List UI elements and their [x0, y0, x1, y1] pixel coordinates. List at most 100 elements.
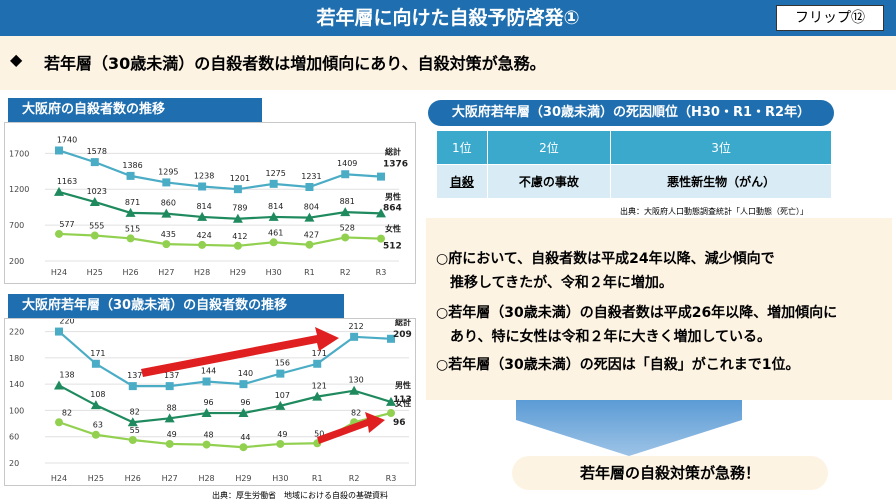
source-note-2: 出典：厚生労働省 地域における自殺の基礎資料 [212, 491, 388, 500]
data-label: 96 [203, 398, 213, 407]
data-point [269, 179, 278, 188]
data-label: 130 [348, 376, 363, 385]
table-row: 1位 2位 3位 [436, 130, 832, 165]
y-tick-label: 220 [9, 328, 24, 337]
data-point [377, 234, 385, 243]
y-tick-label: 700 [9, 221, 24, 230]
data-label: 137 [127, 371, 142, 380]
data-point [55, 418, 63, 427]
y-tick-label: 60 [9, 433, 19, 442]
data-point [90, 400, 101, 410]
data-point [233, 185, 242, 194]
data-label: 1295 [158, 167, 178, 176]
data-point [91, 430, 100, 439]
chart2-title: 大阪府若年層（30歳未満）の自殺者数の推移 [8, 294, 344, 318]
chart1-box: 1700 1200 700 200 H24 H25 H26 H27 H28 H29 H30 R1 R2 R… [4, 122, 416, 284]
rank-cell-3: 悪性新生物（がん） [610, 164, 832, 199]
x-tick-label: H27 [158, 268, 174, 277]
x-tick-label: R1 [304, 268, 315, 277]
data-label: 871 [125, 198, 140, 207]
x-tick-label: H26 [125, 474, 141, 483]
data-label: 789 [232, 204, 247, 213]
data-point [128, 382, 137, 391]
data-point [164, 413, 175, 423]
data-point [312, 391, 323, 401]
data-label: 140 [238, 369, 253, 378]
data-label: 1231 [301, 172, 321, 181]
data-label: 156 [275, 359, 290, 368]
y-tick-label: 180 [9, 354, 24, 363]
data-point [125, 207, 136, 217]
data-label: 121 [312, 382, 327, 391]
data-point [55, 146, 63, 155]
data-label: 209 [393, 330, 412, 340]
x-tick-label: H29 [235, 474, 251, 483]
data-label: 427 [304, 231, 319, 240]
x-tick-label: R2 [340, 268, 351, 277]
data-label: 96 [393, 418, 406, 428]
x-tick-label: H29 [230, 268, 246, 277]
x-tick-label: H26 [122, 268, 138, 277]
note-line-3: ○若年層（30歳未満）の自殺者数は平成26年以降、増加傾向に [436, 305, 838, 321]
data-label: 1409 [337, 159, 357, 168]
rank-cell-1: 自殺 [436, 164, 488, 199]
data-point [202, 377, 211, 386]
note-line-2: 推移してきたが、令和２年に増加。 [450, 275, 673, 291]
series-name-label: 女性 [385, 224, 401, 234]
data-point [304, 212, 315, 222]
data-label: 1023 [87, 187, 107, 196]
data-label: 577 [59, 220, 74, 229]
data-label: 82 [62, 408, 72, 417]
x-tick-label: H25 [87, 268, 103, 277]
data-label: 108 [90, 390, 105, 399]
table-row: 自殺 不慮の事故 悪性新生物（がん） [436, 164, 832, 199]
series-line [58, 330, 392, 388]
source-note-1: 出典：大阪府人口動態調査統計「人口動態（死亡）」 [620, 207, 808, 216]
data-point [238, 408, 249, 418]
data-point [201, 408, 212, 418]
data-point [376, 208, 386, 218]
x-tick-label: R2 [349, 474, 360, 483]
data-point [55, 229, 63, 238]
data-point [162, 178, 171, 187]
data-point [275, 400, 286, 410]
data-label: 512 [383, 242, 402, 252]
data-point [276, 369, 285, 378]
data-point [126, 234, 135, 243]
x-tick-label: H28 [198, 474, 214, 483]
series-line [58, 384, 392, 424]
diamond-icon: ◆ [10, 50, 23, 69]
data-label: 424 [196, 231, 211, 240]
data-label: 804 [304, 203, 319, 212]
data-label: 49 [167, 430, 177, 439]
data-label: 814 [196, 202, 211, 211]
series-line [58, 190, 382, 220]
x-tick-label: H27 [162, 474, 178, 483]
data-point [232, 213, 243, 223]
data-label: 461 [268, 228, 283, 237]
flip-label: フリップ⑫ [776, 5, 884, 31]
data-point [126, 171, 135, 180]
data-point [54, 380, 64, 390]
down-arrow-icon [516, 400, 742, 456]
series-name-label: 総計 [385, 147, 401, 157]
data-point [233, 241, 242, 250]
data-point [165, 382, 174, 391]
series-line [58, 149, 382, 191]
rank-cell-1-text: 自殺 [449, 175, 474, 189]
x-tick-label: H30 [272, 474, 288, 483]
data-point [239, 380, 248, 389]
data-label: 1376 [383, 160, 408, 170]
data-point [377, 172, 385, 181]
lead-text: 若年層（30歳未満）の自殺者数は増加傾向にあり、自殺対策が急務。 [44, 54, 546, 73]
data-label: 864 [383, 203, 402, 213]
data-point [90, 231, 99, 240]
data-point [387, 334, 395, 343]
data-point [350, 332, 359, 341]
data-label: 435 [161, 230, 176, 239]
data-point [305, 240, 314, 249]
data-label: 555 [89, 222, 104, 231]
data-label: 88 [167, 403, 177, 412]
rank-header-2: 2位 [486, 130, 612, 165]
x-tick-label: R1 [312, 474, 323, 483]
